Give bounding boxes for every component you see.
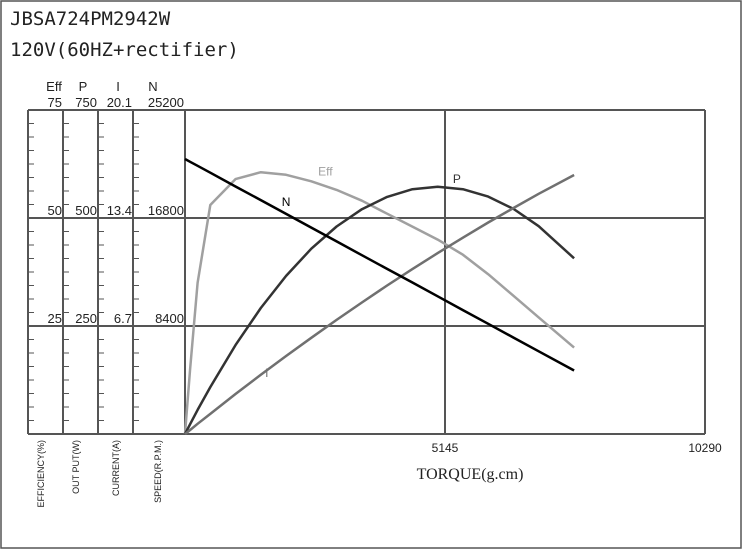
y-tick-label: 16800 (148, 203, 184, 218)
axis-header: Eff (46, 79, 62, 94)
y-tick-label: 50 (48, 203, 62, 218)
axis-title: EFFICIENCY(%) (36, 440, 46, 508)
axis-header: N (148, 79, 157, 94)
y-tick-label: 8400 (155, 311, 184, 326)
axis-header: I (116, 79, 120, 94)
curve-label: Eff (318, 164, 333, 178)
y-tick-label: 250 (75, 311, 97, 326)
curve-label: I (265, 366, 268, 380)
y-tick-label: 25 (48, 311, 62, 326)
x-axis-label: TORQUE(g.cm) (417, 466, 524, 483)
curve (184, 157, 575, 372)
axis-header: P (79, 79, 88, 94)
axis-title: OUT PUT(W) (71, 440, 81, 494)
y-tick-label: 20.1 (107, 95, 132, 110)
axis-title: SPEED(R.P.M.) (153, 440, 163, 503)
y-tick-label: 750 (75, 95, 97, 110)
x-tick-label: 5145 (432, 441, 459, 455)
curve (183, 170, 575, 435)
curve (184, 173, 575, 435)
curve-label: N (282, 195, 291, 209)
y-tick-label: 500 (75, 203, 97, 218)
y-tick-label: 6.7 (114, 311, 132, 326)
y-tick-label: 25200 (148, 95, 184, 110)
chart-title: JBSA724PM2942W (10, 8, 171, 30)
x-tick-label: 10290 (688, 441, 722, 455)
curve-label: P (453, 172, 461, 186)
y-tick-label: 75 (48, 95, 62, 110)
curve (183, 185, 575, 435)
axis-title: CURRENT(A) (111, 440, 121, 496)
y-tick-label: 13.4 (107, 203, 132, 218)
chart-subtitle: 120V(60HZ+rectifier) (10, 39, 239, 61)
